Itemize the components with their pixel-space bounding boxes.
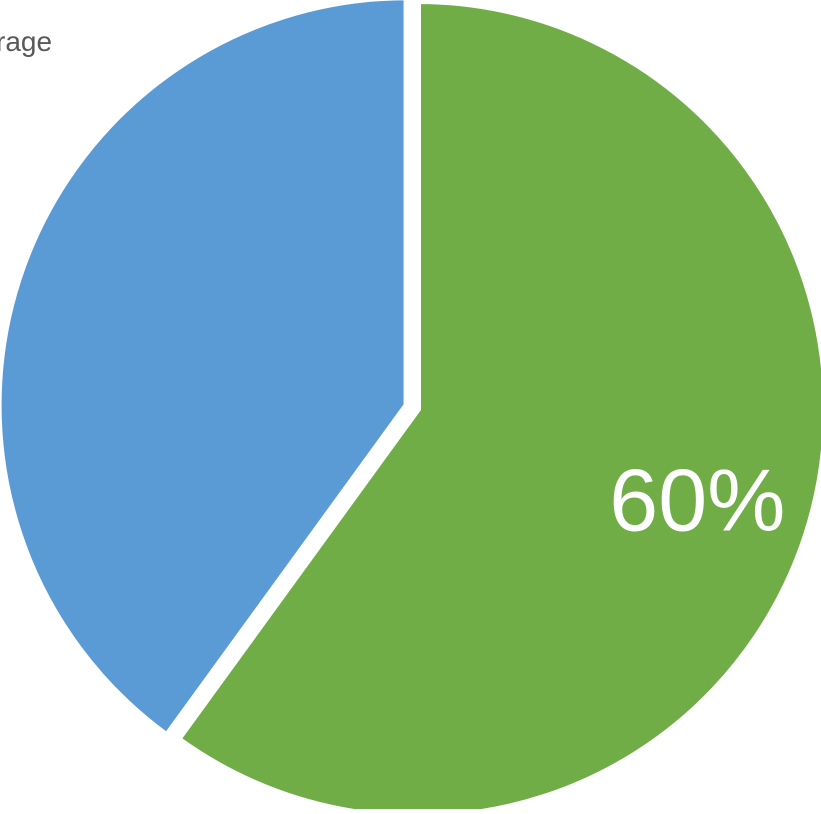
pie-slice-label-0: 60% [609,450,785,549]
legend-entry-partial: rage [0,26,53,57]
pie-slice-1 [0,0,410,740]
pie-slice-0 [173,0,821,814]
